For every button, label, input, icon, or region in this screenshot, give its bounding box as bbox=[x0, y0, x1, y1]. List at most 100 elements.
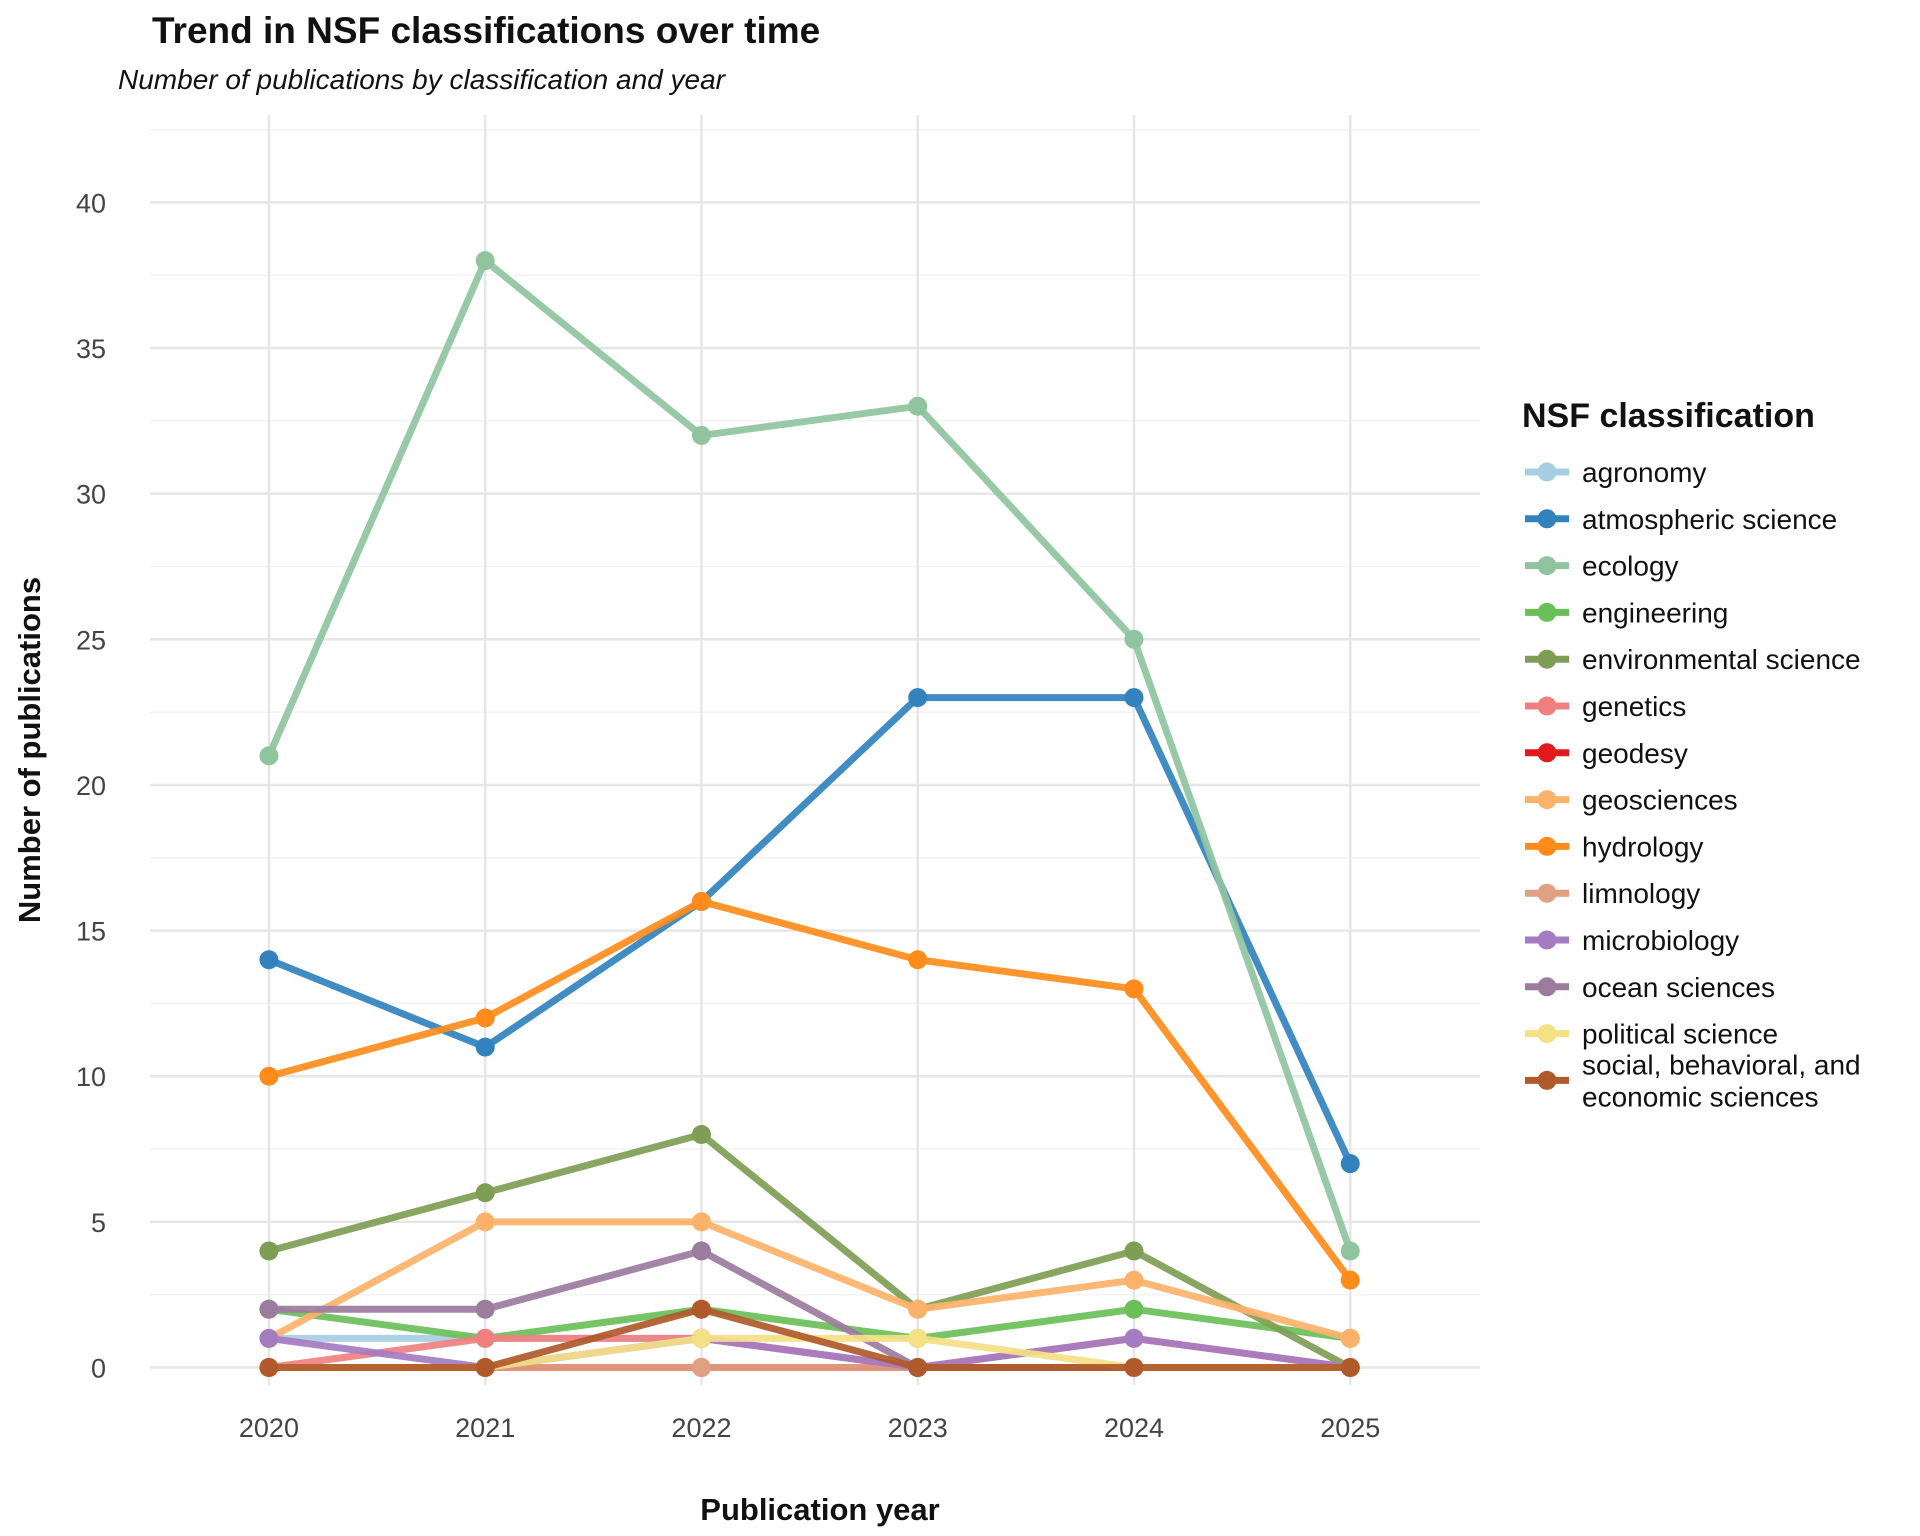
data-point bbox=[259, 1299, 279, 1319]
legend-label: ocean sciences bbox=[1582, 972, 1775, 1003]
data-point bbox=[691, 891, 711, 911]
data-point bbox=[908, 1299, 928, 1319]
data-point bbox=[1124, 688, 1144, 708]
legend-key-point bbox=[1537, 1024, 1557, 1044]
data-point bbox=[691, 1299, 711, 1319]
x-axis-title: Publication year bbox=[700, 1492, 939, 1527]
data-point bbox=[908, 1328, 928, 1348]
series-social-behavioral-and-economic-sciences bbox=[259, 1299, 1360, 1378]
data-point bbox=[475, 1328, 495, 1348]
data-point bbox=[691, 425, 711, 445]
legend-key-point bbox=[1537, 836, 1557, 856]
legend-label: microbiology bbox=[1582, 925, 1739, 956]
data-point bbox=[259, 1066, 279, 1086]
data-point bbox=[259, 1241, 279, 1261]
legend-key-point bbox=[1537, 509, 1557, 529]
y-tick-label: 10 bbox=[76, 1062, 106, 1092]
y-tick-label: 5 bbox=[91, 1208, 106, 1238]
series-line bbox=[268, 1305, 1351, 1342]
legend-item: atmospheric science bbox=[1525, 504, 1837, 535]
legend-label: geosciences bbox=[1582, 785, 1738, 816]
chart-title: Trend in NSF classifications over time bbox=[152, 10, 821, 51]
data-point bbox=[1340, 1270, 1360, 1290]
series-layer bbox=[259, 251, 1360, 1378]
legend-key-point bbox=[1537, 602, 1557, 622]
legend-key-point bbox=[1537, 883, 1557, 903]
series-line bbox=[265, 257, 1354, 1253]
series-hydrology bbox=[259, 891, 1360, 1290]
x-tick-label: 2024 bbox=[1104, 1413, 1164, 1443]
data-point bbox=[1124, 1328, 1144, 1348]
data-point bbox=[475, 1358, 495, 1378]
legend-label: political science bbox=[1582, 1019, 1778, 1050]
legend-key-point bbox=[1537, 1070, 1557, 1090]
legend-label: genetics bbox=[1582, 691, 1686, 722]
legend-item: environmental science bbox=[1525, 644, 1861, 675]
x-tick-label: 2023 bbox=[888, 1413, 948, 1443]
data-point bbox=[908, 950, 928, 970]
series-line bbox=[268, 1305, 1351, 1372]
data-point bbox=[475, 251, 495, 271]
data-point bbox=[1340, 1328, 1360, 1348]
data-point bbox=[475, 1212, 495, 1232]
data-point bbox=[1340, 1154, 1360, 1174]
legend-item: limnology bbox=[1525, 878, 1700, 909]
y-tick-label: 0 bbox=[91, 1354, 106, 1384]
legend-label: environmental science bbox=[1582, 644, 1861, 675]
legend-key-point bbox=[1537, 743, 1557, 763]
data-point bbox=[259, 950, 279, 970]
legend-label: social, behavioral, and bbox=[1582, 1049, 1861, 1080]
data-point bbox=[475, 1037, 495, 1057]
legend-key-point bbox=[1537, 556, 1557, 576]
y-axis-title: Number of publications bbox=[12, 577, 47, 923]
data-point bbox=[908, 688, 928, 708]
data-point bbox=[908, 1358, 928, 1378]
series-line bbox=[268, 1130, 1352, 1371]
data-point bbox=[1124, 1270, 1144, 1290]
legend-key-point bbox=[1537, 696, 1557, 716]
legend-label: agronomy bbox=[1582, 457, 1707, 488]
legend-item: hydrology bbox=[1525, 831, 1703, 862]
legend-label: hydrology bbox=[1582, 831, 1703, 862]
legend-item: political science bbox=[1525, 1019, 1778, 1050]
data-point bbox=[475, 1299, 495, 1319]
data-point bbox=[691, 1212, 711, 1232]
data-point bbox=[1124, 1241, 1144, 1261]
chart-subtitle: Number of publications by classification… bbox=[118, 64, 725, 95]
data-point bbox=[691, 1358, 711, 1378]
x-tick-label: 2022 bbox=[671, 1413, 731, 1443]
legend-item: ocean sciences bbox=[1525, 972, 1775, 1003]
grid bbox=[150, 115, 1480, 1385]
x-tick-label: 2025 bbox=[1320, 1413, 1380, 1443]
x-tick-label: 2020 bbox=[239, 1413, 299, 1443]
y-tick-label: 30 bbox=[76, 480, 106, 510]
data-point bbox=[1124, 629, 1144, 649]
legend-item: microbiology bbox=[1525, 925, 1739, 956]
legend-key-point bbox=[1537, 977, 1557, 997]
legend-key-point bbox=[1537, 930, 1557, 950]
legend-key-point bbox=[1537, 462, 1557, 482]
series-line bbox=[267, 1218, 1352, 1342]
y-tick-label: 15 bbox=[76, 917, 106, 947]
series-line bbox=[267, 694, 1354, 1166]
data-point bbox=[259, 1358, 279, 1378]
legend-key-point bbox=[1537, 649, 1557, 669]
data-point bbox=[259, 1328, 279, 1348]
data-point bbox=[475, 1008, 495, 1028]
series-ecology bbox=[259, 251, 1360, 1261]
data-point bbox=[475, 1183, 495, 1203]
legend-item: genetics bbox=[1525, 691, 1686, 722]
data-point bbox=[1124, 1299, 1144, 1319]
data-point bbox=[1340, 1241, 1360, 1261]
legend-item: ecology bbox=[1525, 551, 1679, 582]
legend-title: NSF classification bbox=[1522, 397, 1815, 435]
legend-item: geosciences bbox=[1525, 785, 1738, 816]
y-tick-label: 40 bbox=[76, 188, 106, 218]
legend-label: economic sciences bbox=[1582, 1081, 1819, 1112]
legend-label: limnology bbox=[1582, 878, 1700, 909]
legend-label: engineering bbox=[1582, 597, 1728, 628]
